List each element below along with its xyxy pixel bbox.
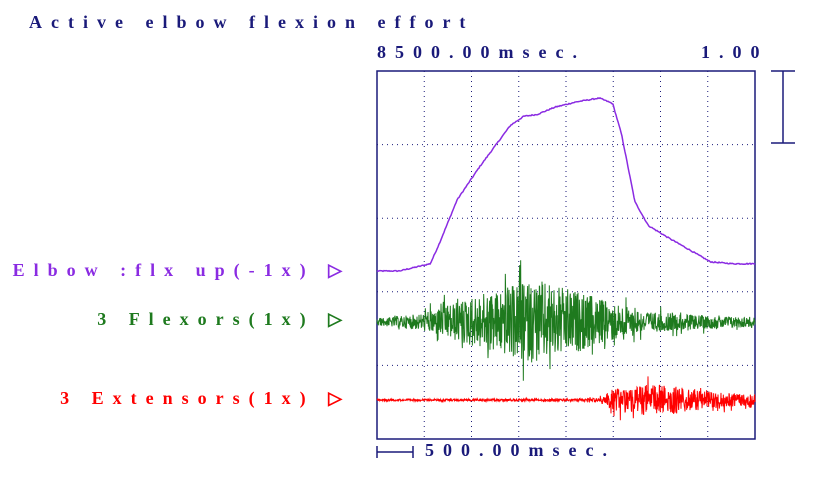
trace-3-flexors-1x- <box>376 260 756 381</box>
channel-label-flexors: 3 Flexors(1x) ▷ <box>97 309 351 329</box>
trace-elbow-flx-up-1x- <box>376 97 756 273</box>
gain-value: 1.00 <box>701 42 769 62</box>
chart-title: Active elbow flexion effort <box>29 12 475 32</box>
time-scale-bar <box>376 446 414 458</box>
sweep-duration: 8500.00msec. <box>377 42 586 62</box>
channel-label-elbow: Elbow :flx up(-1x) ▷ <box>12 260 351 280</box>
gain-calibration-bar <box>771 70 795 144</box>
trace-3-extensors-1x- <box>376 376 756 421</box>
grid <box>377 71 755 439</box>
time-scale-label: 500.00msec. <box>425 440 616 460</box>
channel-label-extensors: 3 Extensors(1x) ▷ <box>60 388 351 408</box>
